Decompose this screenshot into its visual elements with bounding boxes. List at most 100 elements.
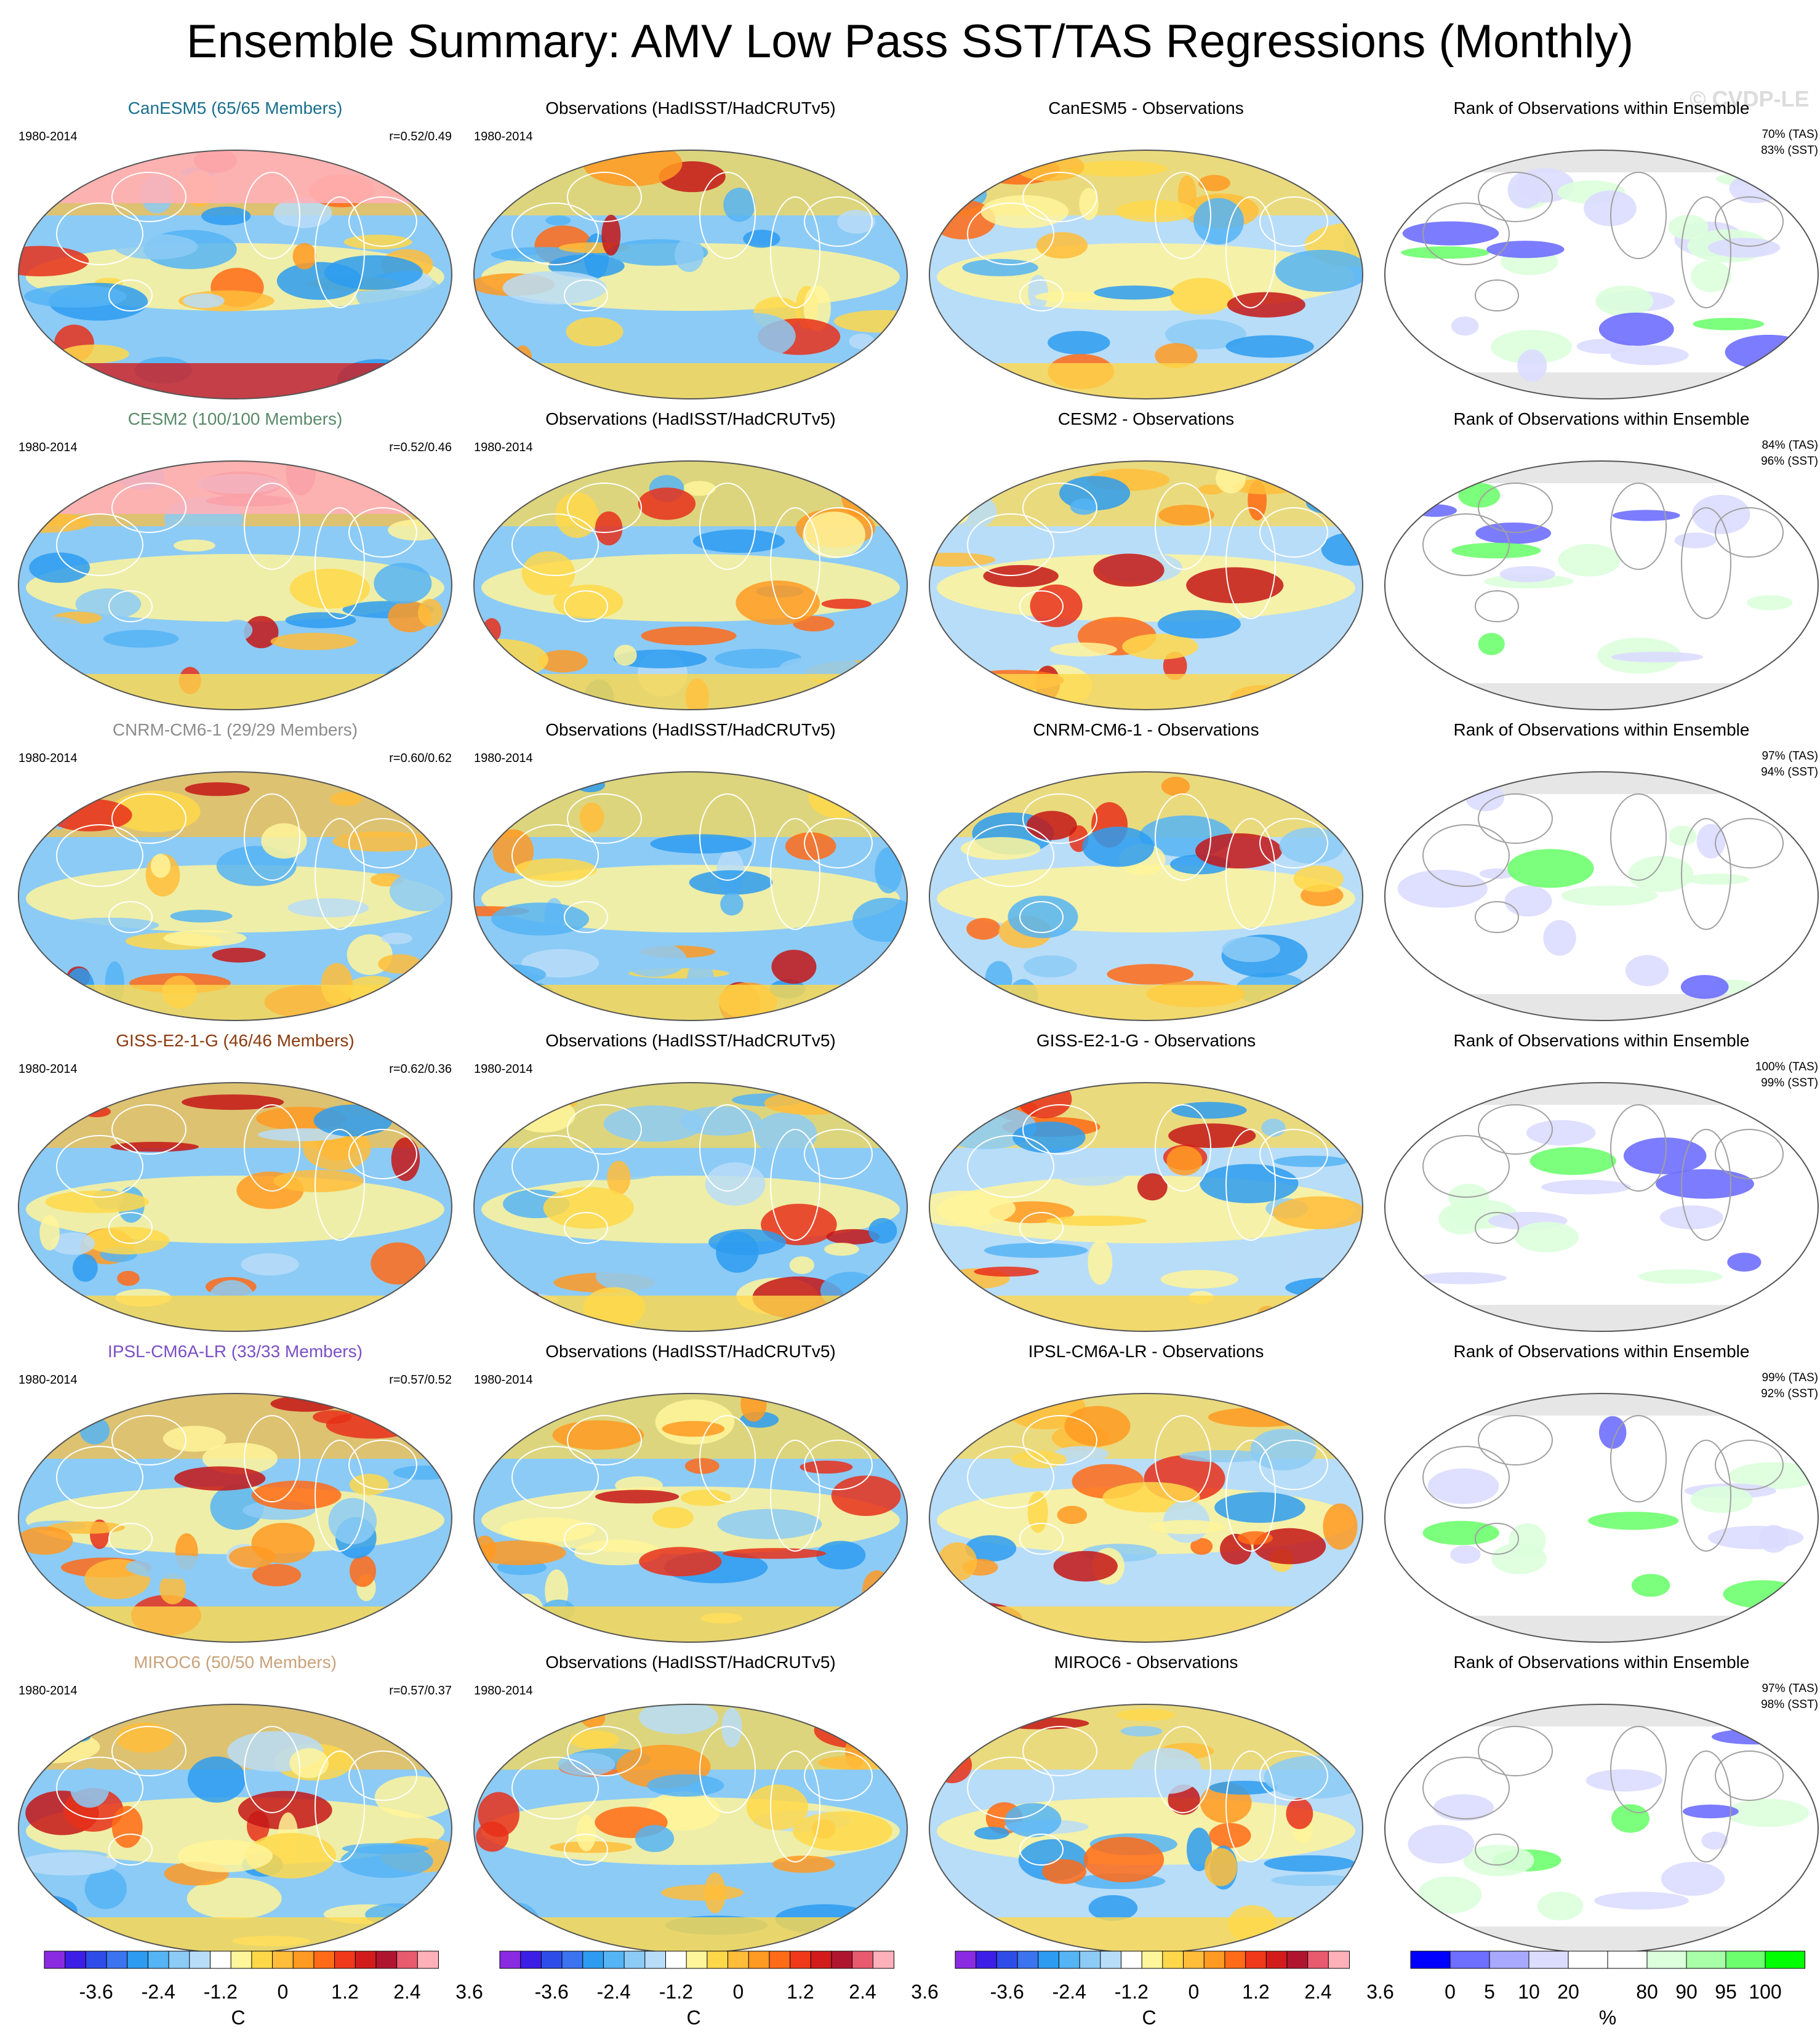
map-diff [929, 1082, 1363, 1332]
colorbar-swatch [728, 1951, 750, 1969]
map-panel-diff-5: IPSL-CM6A-LR - Observations [918, 1336, 1374, 1646]
colorbar-swatch [1017, 1951, 1039, 1969]
watermark: © CVDP-LE [1690, 86, 1810, 111]
period-label: 1980-2014 [474, 752, 533, 765]
panel-title: Rank of Observations within Ensemble [1453, 409, 1750, 428]
colorbar-swatch [1686, 1951, 1726, 1969]
colorbar-tick-label: 90 [1675, 1981, 1698, 2003]
map-panel-obs-1: Observations (HadISST/HadCRUTv5) 1980-201… [463, 92, 918, 403]
colorbar-tick-label: 1.2 [1242, 1981, 1270, 2003]
map-rank [1384, 460, 1819, 710]
colorbar-swatch [1286, 1951, 1309, 1969]
colorbar-swatch [769, 1951, 791, 1969]
colorbar-tick-label: -3.6 [79, 1981, 113, 2003]
colorbar-swatch [85, 1951, 108, 1969]
rank-sst-label: 94% (SST) [1761, 766, 1818, 779]
colorbar-swatch [272, 1951, 294, 1969]
rank-sst-label: 92% (SST) [1761, 1387, 1818, 1400]
colorbar-swatch [44, 1951, 66, 1969]
colorbar-regression-1: -3.6 -2.4 -1.2 0 1.2 2.4 3.6 C [7, 1945, 483, 2037]
colorbar-swatch [1646, 1951, 1687, 1969]
colorbar-swatch [1162, 1951, 1184, 1969]
period-label: 1980-2014 [18, 1684, 78, 1698]
map-obs [473, 460, 908, 710]
panel-title: MIROC6 (50/50 Members) [134, 1653, 337, 1672]
colorbar-swatches [1410, 1951, 1805, 1969]
panel-title: Observations (HadISST/HadCRUTv5) [545, 1031, 836, 1050]
map-model [18, 771, 452, 1021]
colorbar-tick-label: 0 [1188, 1981, 1200, 2003]
panel-title: CESM2 (100/100 Members) [127, 409, 343, 428]
period-label: 1980-2014 [18, 441, 78, 454]
colorbar-tick-label: 5 [1484, 1981, 1495, 2003]
colorbar-swatch [313, 1951, 335, 1969]
colorbar-tick-label: 1.2 [787, 1981, 814, 2003]
colorbar-swatch [831, 1951, 853, 1969]
colorbar-swatch [417, 1951, 439, 1969]
colorbar-swatch [686, 1951, 708, 1969]
map-panel-diff-4: GISS-E2-1-G - Observations [918, 1025, 1374, 1336]
colorbar-swatch [1528, 1951, 1569, 1969]
map-panel-rank-6: Rank of Observations within Ensemble 97% … [1374, 1646, 1820, 1957]
map-panel-obs-2: Observations (HadISST/HadCRUTv5) 1980-201… [463, 403, 918, 714]
panel-title: Rank of Observations within Ensemble [1453, 1031, 1750, 1050]
colorbar-tick-label: -2.4 [1052, 1981, 1086, 2003]
map-rank [1384, 1704, 1819, 1954]
colorbar-swatch [1725, 1951, 1766, 1969]
colorbar-swatch [1038, 1951, 1060, 1969]
colorbar-unit-label: C [231, 2007, 246, 2029]
colorbar-swatch [396, 1951, 419, 1969]
colorbar-tick-label: 10 [1518, 1981, 1540, 2003]
colorbar-swatch [748, 1951, 770, 1969]
colorbar-swatch [1568, 1951, 1608, 1969]
colorbar-tick-label: 2.4 [393, 1981, 421, 2003]
rank-tas-label: 70% (TAS) [1762, 128, 1818, 141]
map-panel-diff-3: CNRM-CM6-1 - Observations [918, 714, 1374, 1025]
map-obs [473, 771, 908, 1021]
colorbar-swatch [810, 1951, 832, 1969]
colorbar-unit-label: C [1142, 2007, 1157, 2029]
colorbar-tick-label: 20 [1557, 1981, 1579, 2003]
panel-title: CNRM-CM6-1 - Observations [1033, 720, 1259, 739]
rank-tas-label: 97% (TAS) [1762, 1682, 1818, 1695]
colorbar-swatch [561, 1951, 583, 1969]
colorbar-swatch [1058, 1951, 1081, 1969]
colorbar-tick-label: 3.6 [455, 1981, 483, 2003]
colorbar-swatch [1224, 1951, 1246, 1969]
period-label: 1980-2014 [18, 130, 78, 143]
colorbar-swatch [168, 1951, 190, 1969]
colorbar-tick-label: 3.6 [1366, 1981, 1394, 2003]
map-panel-rank-2: Rank of Observations within Ensemble 84% … [1374, 403, 1820, 714]
rank-sst-label: 83% (SST) [1761, 144, 1818, 157]
map-diff [929, 150, 1363, 399]
colorbar-swatch [1449, 1951, 1490, 1969]
colorbar-swatch [1265, 1951, 1288, 1969]
map-panel-rank-5: Rank of Observations within Ensemble 99% … [1374, 1336, 1820, 1646]
colorbar-swatch [1307, 1951, 1329, 1969]
panel-title: Observations (HadISST/HadCRUTv5) [545, 98, 836, 118]
map-panel-obs-3: Observations (HadISST/HadCRUTv5) 1980-201… [463, 714, 918, 1025]
colorbar-unit-label: C [686, 2007, 701, 2029]
colorbar-tick-label: -1.2 [1114, 1981, 1149, 2003]
panel-title: Rank of Observations within Ensemble [1453, 1653, 1750, 1672]
rank-sst-label: 96% (SST) [1761, 455, 1818, 468]
map-model [18, 460, 452, 710]
rank-tas-label: 99% (TAS) [1762, 1371, 1818, 1384]
colorbar-tick-label: 100 [1749, 1981, 1782, 2003]
panel-title: Observations (HadISST/HadCRUTv5) [545, 720, 836, 739]
map-obs [473, 1393, 908, 1643]
panel-title: Observations (HadISST/HadCRUTv5) [545, 1653, 836, 1672]
map-panel-model-5: IPSL-CM6A-LR (33/33 Members) 1980-2014 r=0… [7, 1336, 463, 1646]
colorbar-swatch [1120, 1951, 1143, 1969]
colorbar-swatches [44, 1951, 439, 1969]
colorbar-tick-label: -3.6 [534, 1981, 569, 2003]
panel-title: Observations (HadISST/HadCRUTv5) [545, 1342, 836, 1361]
colorbar-tick-label: -2.4 [141, 1981, 175, 2003]
map-panel-model-4: GISS-E2-1-G (46/46 Members) 1980-2014 r=0.… [7, 1025, 463, 1336]
period-label: 1980-2014 [18, 1373, 78, 1387]
colorbar-swatch [147, 1951, 170, 1969]
colorbar-swatch [1489, 1951, 1529, 1969]
figure-title: Ensemble Summary: AMV Low Pass SST/TAS R… [186, 15, 1634, 68]
colorbar-swatch [355, 1951, 377, 1969]
period-label: 1980-2014 [18, 1062, 78, 1076]
